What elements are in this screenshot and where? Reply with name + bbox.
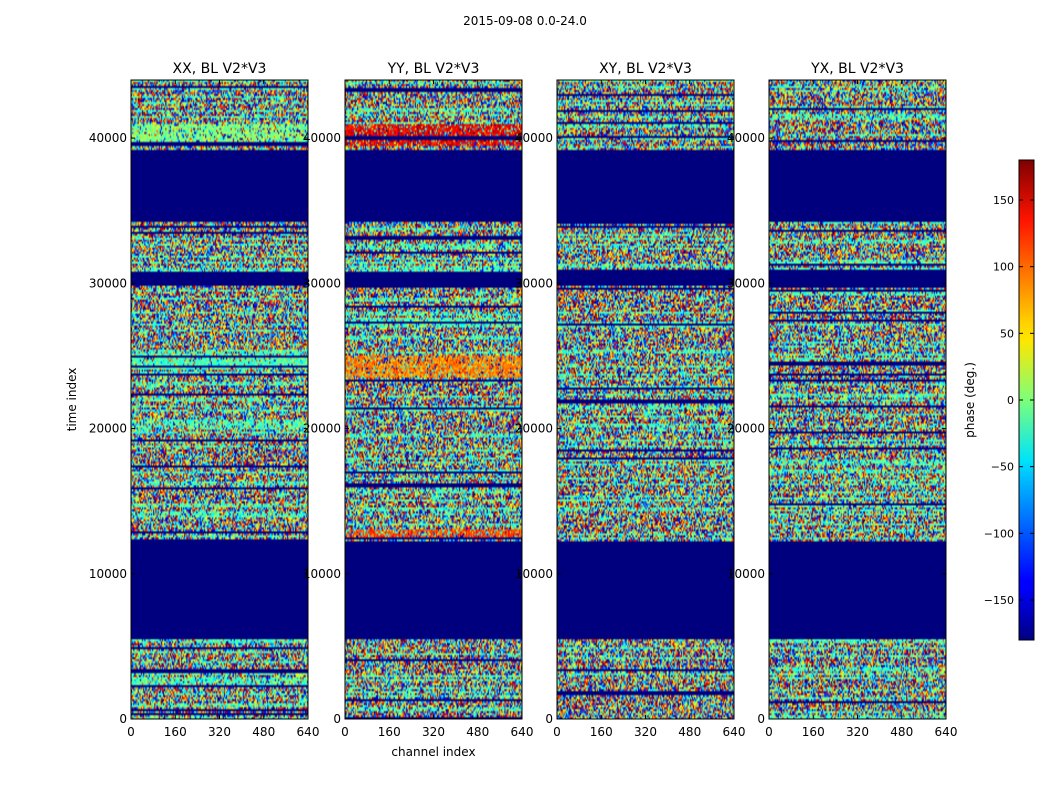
y-tick-label: 30000 — [515, 276, 553, 290]
y-tick-label: 20000 — [303, 422, 341, 436]
x-tick-label: 640 — [297, 725, 320, 739]
x-tick-label: 0 — [553, 725, 561, 739]
colorbar-tick-label: −50 — [991, 461, 1014, 474]
x-axis-label: channel index — [391, 745, 475, 759]
panel-title: YX, BL V2*V3 — [810, 61, 904, 77]
heatmap-image-1 — [345, 80, 522, 719]
y-tick-label: 30000 — [303, 276, 341, 290]
panel-title: XY, BL V2*V3 — [599, 61, 692, 77]
x-tick-label: 0 — [341, 725, 349, 739]
x-tick-label: 320 — [422, 725, 445, 739]
colorbar-tick-label: 50 — [1000, 327, 1014, 340]
colorbar-tick-label: −150 — [984, 594, 1014, 607]
x-tick-label: 480 — [678, 725, 701, 739]
y-tick-label: 30000 — [727, 276, 765, 290]
y-tick-label: 40000 — [727, 131, 765, 145]
x-tick-label: 480 — [252, 725, 275, 739]
y-tick-label: 10000 — [727, 567, 765, 581]
x-tick-label: 480 — [890, 725, 913, 739]
y-tick-label: 0 — [545, 712, 553, 726]
y-tick-label: 10000 — [303, 567, 341, 581]
y-tick-label: 0 — [119, 712, 127, 726]
heatmap-image-2 — [557, 80, 734, 719]
x-tick-label: 320 — [846, 725, 869, 739]
x-tick-label: 640 — [511, 725, 534, 739]
y-axis-label: time index — [65, 368, 79, 432]
colorbar-tick-label: 100 — [993, 261, 1014, 274]
colorbar-tick-label: −100 — [984, 527, 1014, 540]
figure-suptitle: 2015-09-08 0.0-24.0 — [463, 14, 587, 28]
x-tick-label: 160 — [164, 725, 187, 739]
x-tick-label: 320 — [634, 725, 657, 739]
colorbar-tick-label: 150 — [993, 194, 1014, 207]
y-tick-label: 30000 — [89, 276, 127, 290]
heatmap-panel-0: XX, BL V2*V3 0 160 320 480 640 0 10000 20000 3000… — [65, 61, 319, 739]
y-tick-label: 0 — [333, 712, 341, 726]
x-tick-label: 160 — [378, 725, 401, 739]
y-tick-label: 10000 — [515, 567, 553, 581]
y-tick-label: 40000 — [303, 131, 341, 145]
panels-group: XX, BL V2*V3 0 160 320 480 640 0 10000 20000 3000… — [65, 61, 957, 759]
colorbar-tick-label: 0 — [1007, 394, 1014, 407]
panel-title: XX, BL V2*V3 — [173, 61, 267, 77]
y-tick-label: 20000 — [515, 422, 553, 436]
x-tick-label: 320 — [208, 725, 231, 739]
x-tick-label: 160 — [802, 725, 825, 739]
x-tick-label: 0 — [765, 725, 773, 739]
y-tick-label: 0 — [757, 712, 765, 726]
y-tick-label: 10000 — [89, 567, 127, 581]
y-tick-label: 20000 — [727, 422, 765, 436]
x-tick-label: 160 — [590, 725, 613, 739]
x-tick-label: 640 — [723, 725, 746, 739]
y-tick-label: 40000 — [89, 131, 127, 145]
colorbar: −150 −100 −50 0 50 100 150 phase (deg.) — [963, 159, 1035, 641]
x-tick-label: 640 — [935, 725, 958, 739]
heatmap-panel-2: XY, BL V2*V3 0 160 320 480 640 0 10000 20000 3000… — [515, 61, 746, 739]
y-tick-label: 20000 — [89, 422, 127, 436]
y-tick-label: 40000 — [515, 131, 553, 145]
x-tick-label: 480 — [466, 725, 489, 739]
heatmap-image-0 — [131, 80, 308, 719]
heatmap-panel-1: YY, BL V2*V3 0 160 320 480 640 0 10000 20000 3000… — [303, 61, 534, 759]
panel-title: YY, BL V2*V3 — [387, 61, 480, 77]
colorbar-label: phase (deg.) — [963, 362, 977, 438]
heatmap-image-3 — [769, 80, 946, 719]
heatmap-panel-3: YX, BL V2*V3 0 160 320 480 640 0 10000 20000 3000… — [727, 61, 958, 739]
x-tick-label: 0 — [127, 725, 135, 739]
